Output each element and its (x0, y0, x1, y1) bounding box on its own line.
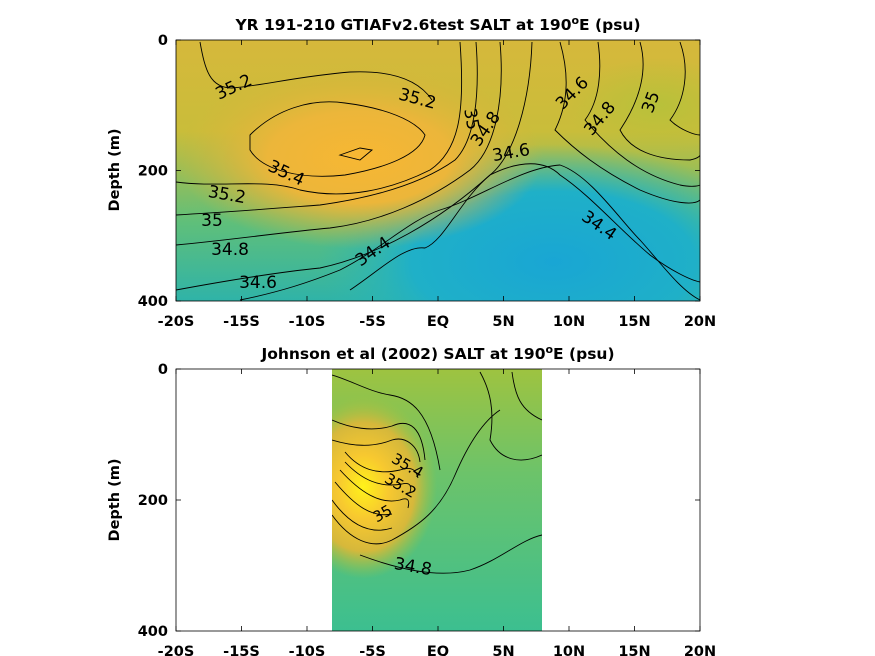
panel-1-title: YR 191-210 GTIAFv2.6test SALT at 190oE (… (234, 14, 640, 34)
y-tick-label: 0 (158, 362, 168, 378)
panel-1-ylabel: Depth (m) (107, 129, 123, 212)
panel-2-contours (332, 371, 542, 574)
x-tick-label: 15N (618, 644, 650, 656)
x-tick-label: EQ (427, 644, 449, 656)
y-tick-label: 200 (138, 164, 168, 180)
panel-1-field: 35.2 35.2 35 34.8 34.6 34.6 34.8 35 35.4… (176, 40, 700, 301)
x-tick-label: 10N (553, 314, 585, 330)
x-tick-label: -5S (359, 314, 386, 330)
x-tick-label: -15S (223, 314, 260, 330)
x-tick-label: 10N (553, 644, 585, 656)
x-tick-label: 20N (684, 644, 716, 656)
contour-label: 34.6 (239, 273, 277, 293)
contour-label: 35 (459, 107, 482, 132)
x-tick-label: -20S (158, 644, 195, 656)
panel-2-ylabel: Depth (m) (107, 459, 123, 542)
x-tick-label: 20N (684, 314, 716, 330)
y-tick-label: 0 (158, 33, 168, 49)
x-tick-label: -10S (289, 644, 326, 656)
panel-2-title: Johnson et al (2002) SALT at 190oE (psu) (260, 343, 614, 363)
x-tick-label: 5N (492, 314, 514, 330)
x-tick-label: -20S (158, 314, 195, 330)
panel-2: Johnson et al (2002) SALT at 190oE (psu) (107, 343, 716, 656)
panel-1-ticks: -20S -15S -10S -5S EQ 5N 10N 15N 20N 0 200 400 (138, 33, 716, 330)
y-tick-label: 400 (138, 624, 168, 640)
panel-1-contours (176, 41, 700, 301)
panel-2-ticks: -20S -15S -10S -5S EQ 5N 10N 15N 20N 0 200 400 (138, 362, 716, 656)
x-tick-label: -15S (223, 644, 260, 656)
x-tick-label: -5S (359, 644, 386, 656)
panel-2-field: 35.4 35.2 35 34.8 (332, 369, 542, 631)
x-tick-label: 15N (618, 314, 650, 330)
y-tick-label: 200 (138, 493, 168, 509)
x-tick-label: EQ (427, 314, 449, 330)
x-tick-label: 5N (492, 644, 514, 656)
contour-label: 34.8 (211, 240, 249, 260)
panel-1: YR 191-210 GTIAFv2.6test SALT at 190oE (… (107, 14, 716, 330)
y-tick-label: 400 (138, 294, 168, 310)
x-tick-label: -10S (289, 314, 326, 330)
contour-label: 35 (201, 211, 223, 231)
